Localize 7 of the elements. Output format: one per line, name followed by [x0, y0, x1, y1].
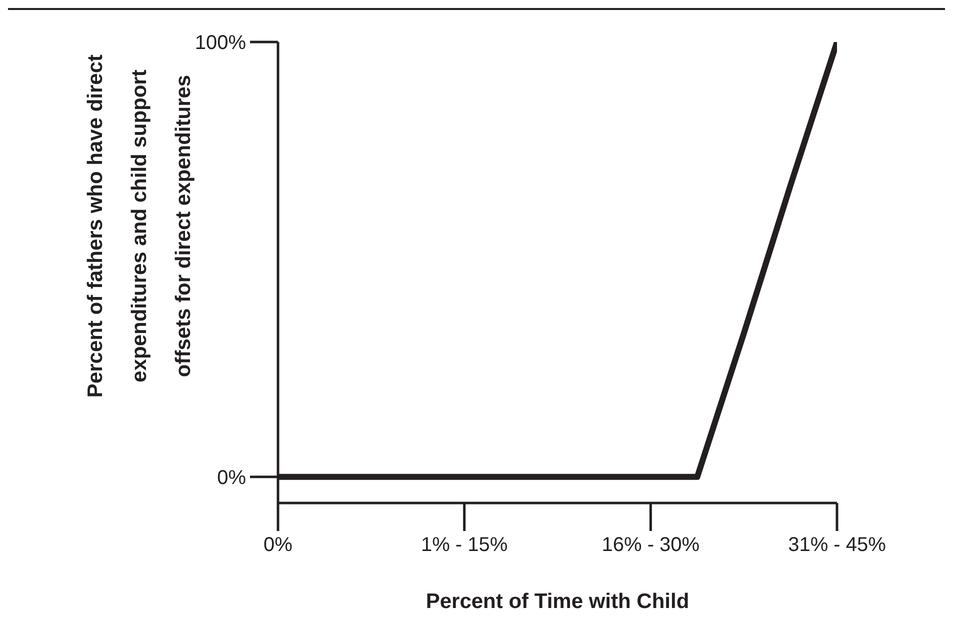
y-axis-title: Percent of fathers who have direct expenditures and child support offsets for direct expenditures: [84, 54, 195, 398]
x-tick-label: 31% - 45%: [788, 534, 886, 556]
x-tick-label: 0%: [264, 534, 293, 556]
y-tick-label: 100%: [194, 32, 246, 54]
x-tick-label: 1% - 15%: [420, 534, 508, 556]
x-tick-label: 16% - 30%: [602, 534, 700, 556]
x-axis-title: Percent of Time with Child: [426, 590, 690, 613]
